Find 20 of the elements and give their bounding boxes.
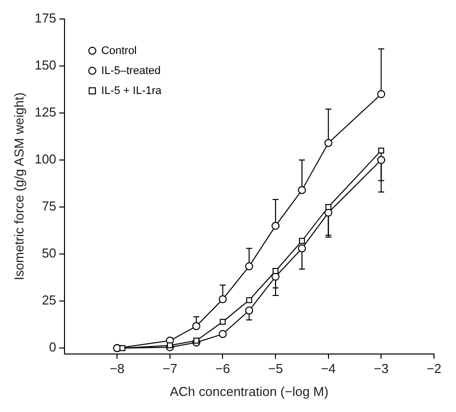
x-tick-label: −2 xyxy=(426,361,442,376)
y-tick-label: 75 xyxy=(42,198,56,214)
y-tick-label: 50 xyxy=(42,246,56,261)
y-tick-label: 25 xyxy=(42,292,56,308)
y-tick-label: 175 xyxy=(34,10,56,26)
legend-label: IL-5 + IL-1ra xyxy=(101,84,162,97)
x-axis-title: ACh concentration (−log M) xyxy=(170,384,328,399)
y-tick-label: 150 xyxy=(34,57,56,72)
x-tick-label: −5 xyxy=(268,361,283,376)
x-tick-label: −3 xyxy=(374,361,389,376)
x-tick-label: −8 xyxy=(110,361,125,376)
y-tick-label: 0 xyxy=(49,340,56,355)
legend-label: IL-5–treated xyxy=(101,64,161,77)
y-tick-label: 125 xyxy=(34,104,56,120)
y-axis-title: Isometric force (g/g ASM weight) xyxy=(11,92,26,280)
y-tick-label: 100 xyxy=(34,152,56,167)
legend-label: Control xyxy=(101,44,137,57)
x-tick-label: −6 xyxy=(215,361,230,376)
x-tick-label: −7 xyxy=(162,361,178,376)
x-tick-label: −4 xyxy=(320,361,336,376)
